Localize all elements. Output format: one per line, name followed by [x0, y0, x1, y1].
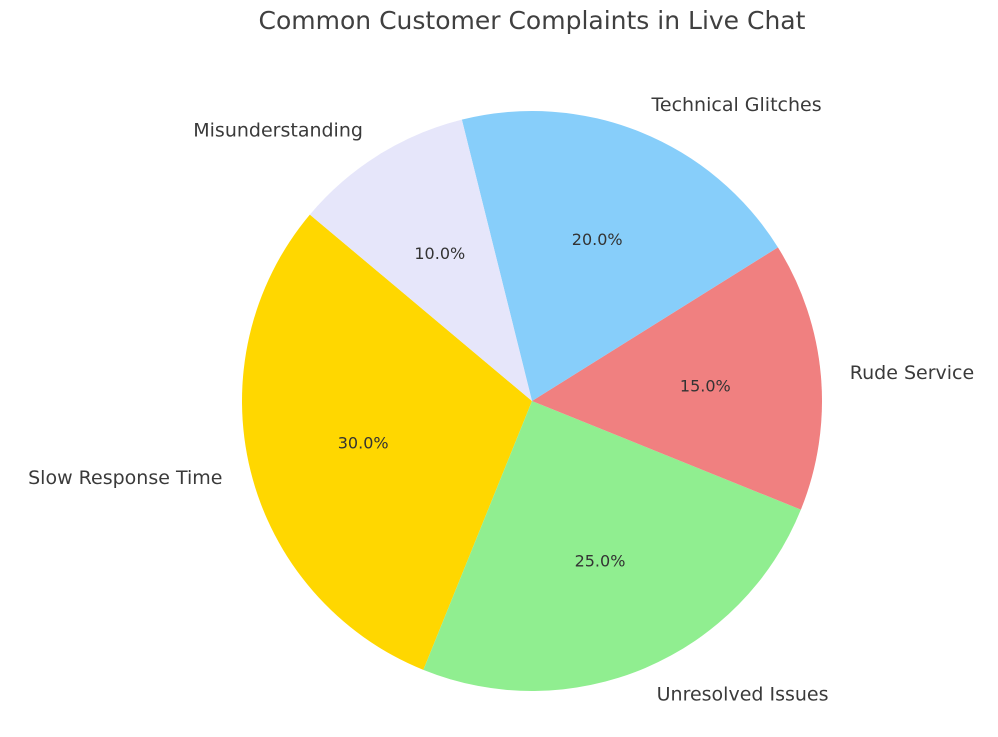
category-label-technical-glitches: Technical Glitches [651, 94, 822, 116]
pct-label-rude-service: 15.0% [680, 376, 731, 395]
category-label-unresolved-issues: Unresolved Issues [657, 684, 829, 706]
pct-label-slow-response-time: 30.0% [338, 434, 389, 453]
pct-label-misunderstanding: 10.0% [414, 244, 465, 263]
pie-slices [242, 110, 822, 691]
pct-label-unresolved-issues: 25.0% [575, 552, 626, 571]
slice-misunderstanding [309, 119, 532, 402]
slice-unresolved-issues [423, 401, 801, 691]
slice-technical-glitches [461, 110, 778, 402]
pct-label-technical-glitches: 20.0% [572, 230, 623, 249]
slice-labels: 30.0% Slow Response Time 25.0% Unresolved I… [28, 94, 974, 705]
chart-title: Common Customer Complaints in Live Chat [259, 6, 806, 35]
category-label-misunderstanding: Misunderstanding [193, 119, 363, 141]
slice-slow-response-time [242, 214, 532, 670]
category-label-rude-service: Rude Service [850, 362, 974, 384]
category-label-slow-response-time: Slow Response Time [28, 467, 222, 489]
slice-rude-service [532, 247, 822, 510]
